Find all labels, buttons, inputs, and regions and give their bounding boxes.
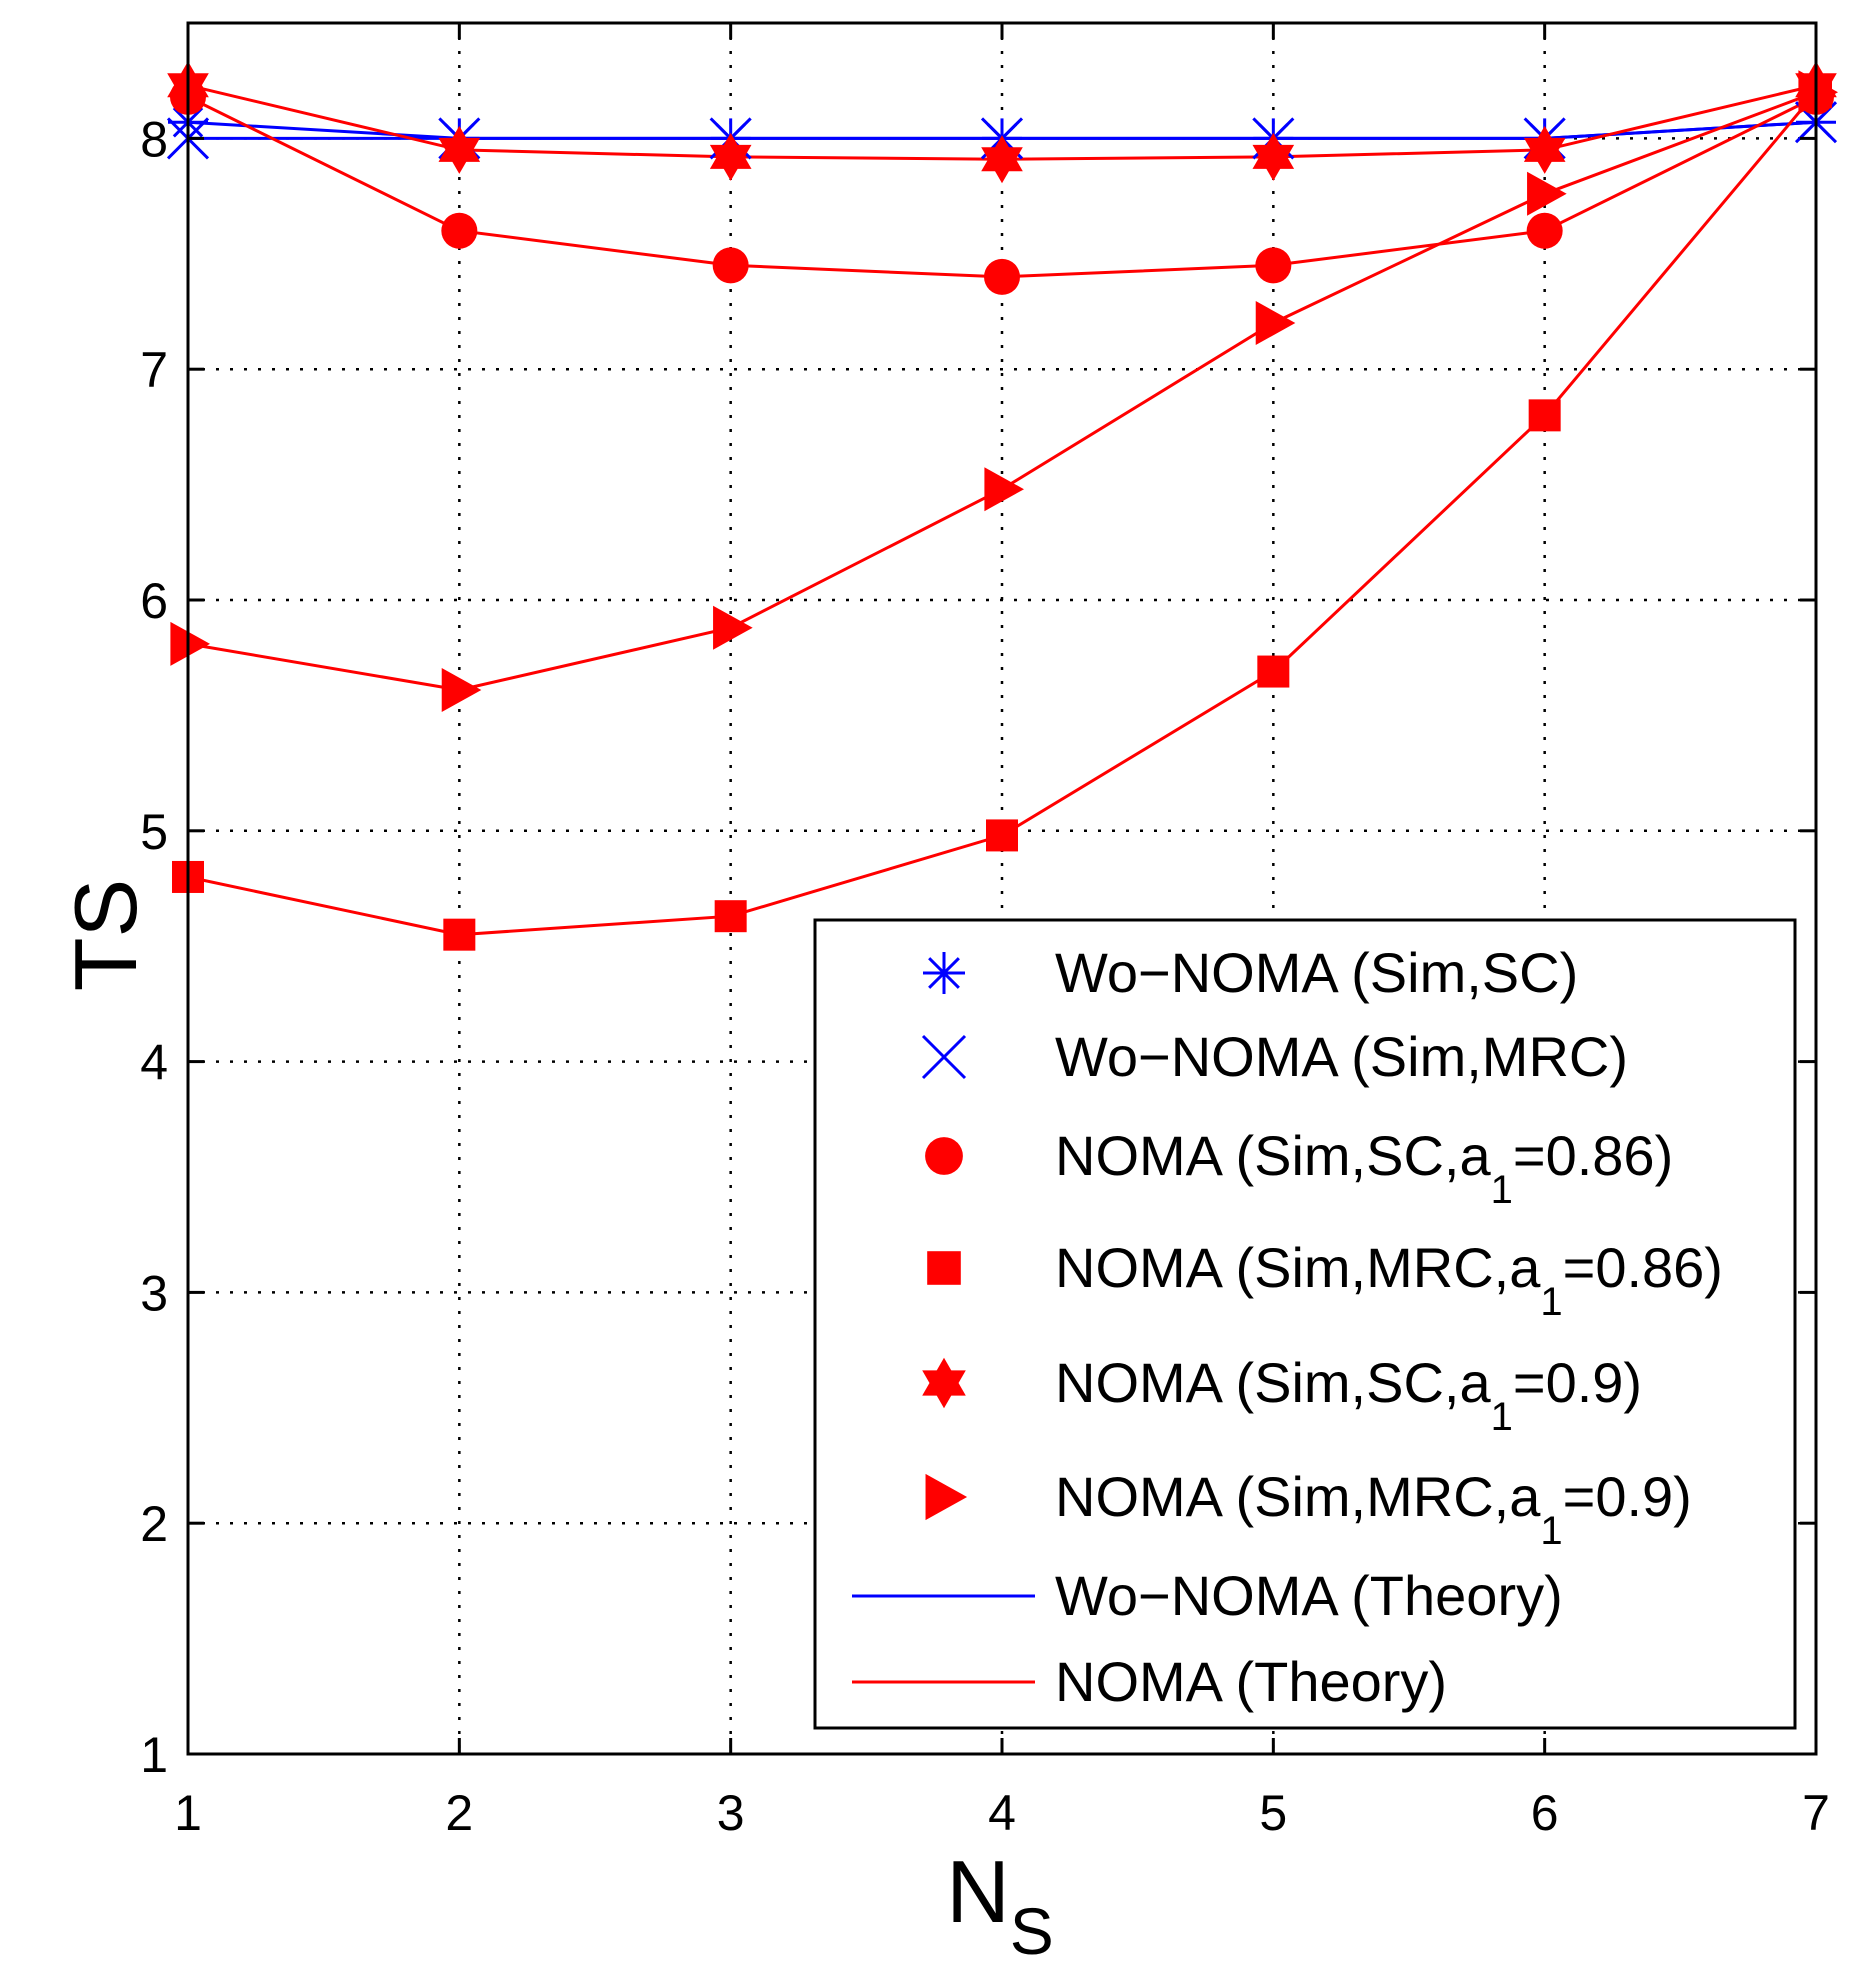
x-tick-label-2: 2 [445,1785,473,1841]
x-tick-label-1: 1 [174,1785,202,1841]
legend: Wo−NOMA (Sim,SC) Wo−NOMA (Sim,MRC) NOMA (S… [813,918,1797,1730]
data-point-4-3 [981,135,1023,184]
data-point-4-5 [1523,125,1566,174]
axis-ticks: 1 2 3 4 5 6 7 1 2 3 4 5 6 7 8 [140,23,1830,1841]
legend-label-tail-4: =0.9) [1513,1351,1642,1414]
legend-label-7: NOMA (Theory) [1055,1650,1447,1713]
legend-label-main-2: NOMA (Sim,SC,a [1055,1124,1491,1187]
data-point-3-3 [986,819,1018,852]
data-point-5-3 [984,467,1024,512]
x-tick-label-7: 7 [1802,1785,1830,1841]
y-tick-label-2: 2 [140,1496,168,1552]
legend-label-sub-4: 1 [1491,1395,1513,1439]
legend-label-tail-2: =0.86) [1513,1124,1673,1187]
legend-label-main-6: Wo−NOMA (Theory) [1055,1564,1563,1627]
data-point-5-4 [1255,301,1296,346]
y-axis-title: TS [56,879,155,991]
legend-marker-3 [927,1251,961,1285]
legend-label-sub-3: 1 [1540,1280,1562,1324]
data-point-2-3 [984,258,1020,295]
legend-label-main-5: NOMA (Sim,MRC,a [1055,1465,1541,1528]
legend-label-tail-5: =0.9) [1563,1465,1692,1528]
data-point-2-5 [1526,212,1563,249]
y-tick-label-5: 5 [140,804,168,860]
legend-marker-4 [922,1357,966,1409]
legend-label-main-3: NOMA (Sim,MRC,a [1055,1236,1541,1299]
legend-marker-0 [923,952,965,994]
x-tick-label-4: 4 [988,1785,1016,1841]
data-point-5-6 [1798,70,1838,115]
x-tick-label-5: 5 [1259,1785,1287,1841]
data-point-2-1 [441,212,478,249]
legend-marker-2 [925,1137,963,1175]
x-tick-label-6: 6 [1531,1785,1559,1841]
legend-label-main-0: Wo−NOMA (Sim,SC) [1055,941,1578,1004]
legend-label-tail-3: =0.86) [1563,1236,1723,1299]
data-point-4-1 [438,125,481,174]
y-tick-label-8: 8 [140,111,168,167]
legend-label-0: Wo−NOMA (Sim,SC) [1055,941,1578,1004]
data-point-2-4 [1255,247,1292,284]
data-point-2-2 [712,247,749,284]
legend-label-main-1: Wo−NOMA (Sim,MRC) [1055,1025,1628,1088]
legend-label-sub-2: 1 [1491,1168,1513,1212]
legend-label-sub-5: 1 [1540,1509,1562,1553]
data-point-4-2 [709,132,752,181]
x-axis-title-main: N [946,1842,1010,1941]
legend-label-5: NOMA (Sim,MRC,a1=0.9) [1055,1465,1692,1553]
legend-label-6: Wo−NOMA (Theory) [1055,1564,1563,1627]
legend-label-3: NOMA (Sim,MRC,a1=0.86) [1055,1236,1723,1324]
legend-label-main-7: NOMA (Theory) [1055,1650,1447,1713]
data-point-3-1 [443,918,476,951]
data-point-3-2 [714,900,747,933]
y-tick-label-3: 3 [140,1265,168,1321]
legend-label-2: NOMA (Sim,SC,a1=0.86) [1055,1124,1673,1212]
y-tick-label-6: 6 [140,573,168,629]
x-tick-label-3: 3 [717,1785,745,1841]
data-point-3-5 [1528,399,1561,432]
data-point-3-4 [1257,655,1290,688]
y-tick-label-4: 4 [140,1035,168,1091]
data-point-5-0 [170,621,210,666]
legend-label-1: Wo−NOMA (Sim,MRC) [1055,1025,1628,1088]
x-axis-title-subscript: S [1010,1894,1054,1968]
x-axis-title: NS [946,1842,1054,1968]
data-point-4-4 [1252,132,1295,181]
legend-box [813,918,1797,1730]
y-tick-label-1: 1 [140,1727,168,1783]
legend-marker-1 [921,1034,967,1080]
legend-label-main-4: NOMA (Sim,SC,a [1055,1351,1491,1414]
legend-marker-5 [925,1473,968,1521]
data-point-5-5 [1527,171,1567,216]
data-point-5-1 [441,668,482,713]
y-tick-label-7: 7 [140,342,168,398]
data-point-5-2 [713,605,753,650]
legend-label-4: NOMA (Sim,SC,a1=0.9) [1055,1351,1642,1439]
